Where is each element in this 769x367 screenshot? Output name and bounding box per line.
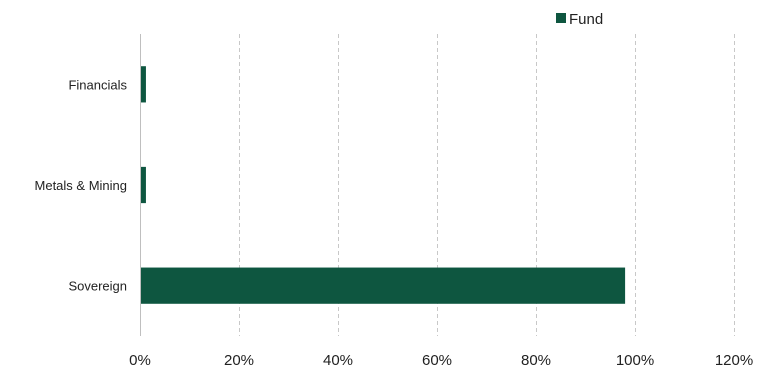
bar <box>140 166 146 204</box>
x-tick-label: 80% <box>521 352 551 367</box>
y-category-label: Metals & Mining <box>35 178 127 193</box>
legend: Fund <box>556 11 603 28</box>
x-tick-label: 40% <box>323 352 353 367</box>
legend-label: Fund <box>569 11 603 28</box>
grid-lines <box>239 34 735 336</box>
labels: 0% 20% 40% 60% 80% 100% 120% Financials Metals &… <box>35 77 754 367</box>
x-tick-label: 20% <box>224 352 254 367</box>
x-tick-label: 60% <box>422 352 452 367</box>
y-category-label: Financials <box>68 77 127 92</box>
x-tick-label: 0% <box>129 352 151 367</box>
x-tick-label: 100% <box>616 352 654 367</box>
x-tick-label: 120% <box>715 352 753 367</box>
bar <box>140 267 626 304</box>
bars <box>140 66 626 304</box>
legend-swatch <box>556 13 566 23</box>
y-category-label: Sovereign <box>68 279 127 294</box>
bar <box>140 66 146 103</box>
